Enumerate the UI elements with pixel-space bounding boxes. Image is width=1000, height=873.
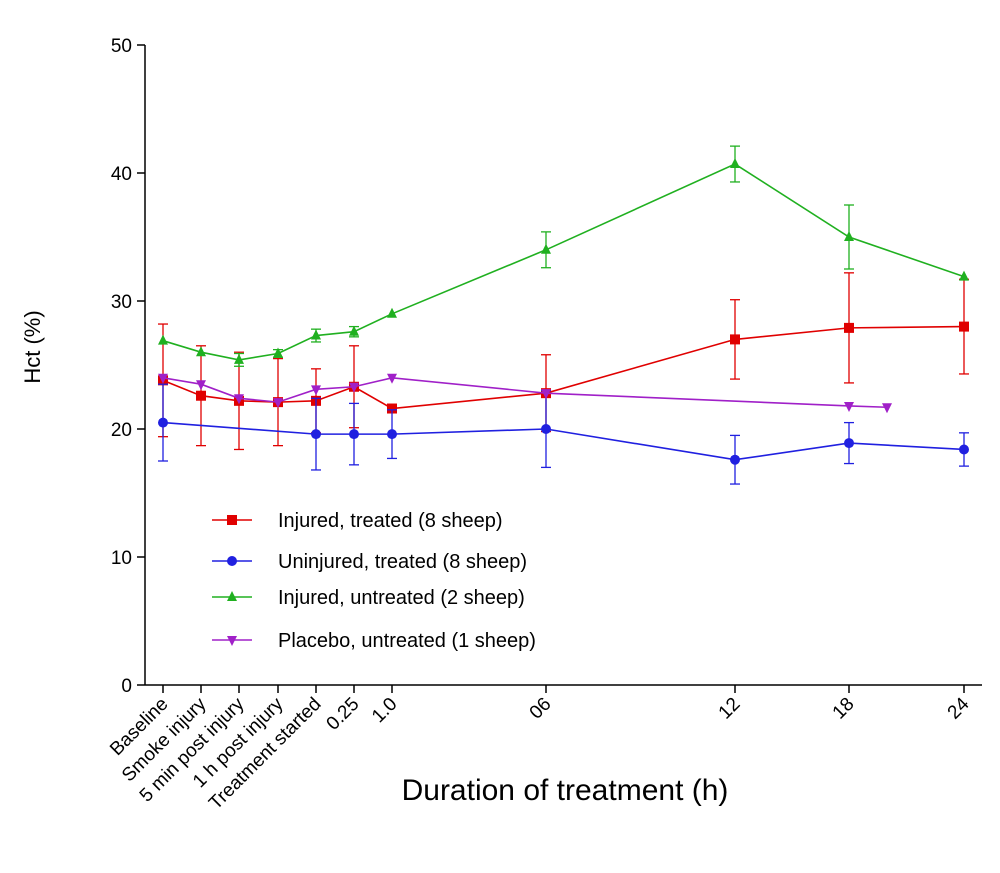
data-point — [959, 270, 969, 281]
legend-swatch-marker — [227, 591, 237, 601]
data-point — [158, 417, 168, 428]
x-tick-label: 0.25 — [323, 694, 364, 735]
series-3 — [158, 373, 892, 414]
series-line — [162, 421, 965, 461]
y-tick-label: 10 — [111, 548, 132, 569]
data-point — [234, 394, 244, 405]
data-point — [959, 444, 969, 455]
data-point — [541, 389, 551, 400]
series-layer — [158, 145, 969, 485]
x-tick-label: 1.0 — [368, 694, 402, 728]
data-point — [349, 382, 359, 393]
series-1 — [158, 383, 969, 485]
data-point — [311, 385, 321, 396]
series-line — [162, 376, 888, 409]
data-point — [311, 429, 321, 440]
y-tick-label: 30 — [111, 292, 132, 313]
data-point — [387, 373, 397, 384]
data-point — [730, 158, 740, 169]
data-point — [844, 438, 854, 449]
data-point — [349, 429, 359, 440]
series-2 — [158, 145, 969, 367]
legend-label: Uninjured, treated (8 sheep) — [278, 551, 527, 573]
legend-item: Uninjured, treated (8 sheep) — [212, 551, 527, 573]
legend-item: Injured, untreated (2 sheep) — [212, 587, 525, 609]
data-point — [387, 307, 397, 318]
data-point — [196, 346, 206, 357]
legend-label: Placebo, untreated (1 sheep) — [278, 630, 536, 652]
x-tick-label: 06 — [526, 694, 556, 724]
x-tick-label: 12 — [715, 694, 745, 724]
data-point — [844, 322, 854, 333]
data-point — [387, 403, 397, 414]
data-point — [158, 373, 168, 384]
data-point — [273, 398, 283, 409]
y-tick-label: 50 — [111, 36, 132, 57]
x-tick-label: 18 — [829, 694, 859, 724]
x-axis-title: Duration of treatment (h) — [402, 774, 729, 807]
data-point — [311, 329, 321, 340]
data-point — [882, 403, 892, 414]
data-point — [959, 321, 969, 332]
data-point — [730, 334, 740, 345]
y-tick-label: 40 — [111, 164, 132, 185]
data-point — [273, 347, 283, 358]
legend: Injured, treated (8 sheep) Uninjured, tre… — [212, 510, 536, 652]
legend-label: Injured, untreated (2 sheep) — [278, 587, 525, 609]
legend-swatch-marker — [227, 636, 237, 646]
data-point — [844, 401, 854, 412]
series-line — [162, 163, 965, 361]
data-point — [196, 390, 206, 401]
legend-item: Placebo, untreated (1 sheep) — [212, 630, 536, 652]
data-point — [541, 243, 551, 254]
legend-swatch-marker — [227, 515, 237, 525]
y-tick-label: 20 — [111, 420, 132, 441]
data-point — [158, 334, 168, 345]
data-point — [387, 429, 397, 440]
x-tick-label: 24 — [944, 693, 974, 723]
legend-swatch-marker — [227, 556, 237, 566]
legend-label: Injured, treated (8 sheep) — [278, 510, 503, 532]
data-point — [730, 454, 740, 465]
y-axis-title: Hct (%) — [20, 310, 45, 383]
series-line — [162, 325, 965, 410]
data-point — [234, 353, 244, 364]
legend-item: Injured, treated (8 sheep) — [212, 510, 503, 532]
y-tick-label: 0 — [121, 676, 132, 697]
data-point — [844, 231, 854, 241]
data-point — [541, 424, 551, 434]
data-point — [196, 380, 206, 391]
data-point — [349, 325, 359, 336]
